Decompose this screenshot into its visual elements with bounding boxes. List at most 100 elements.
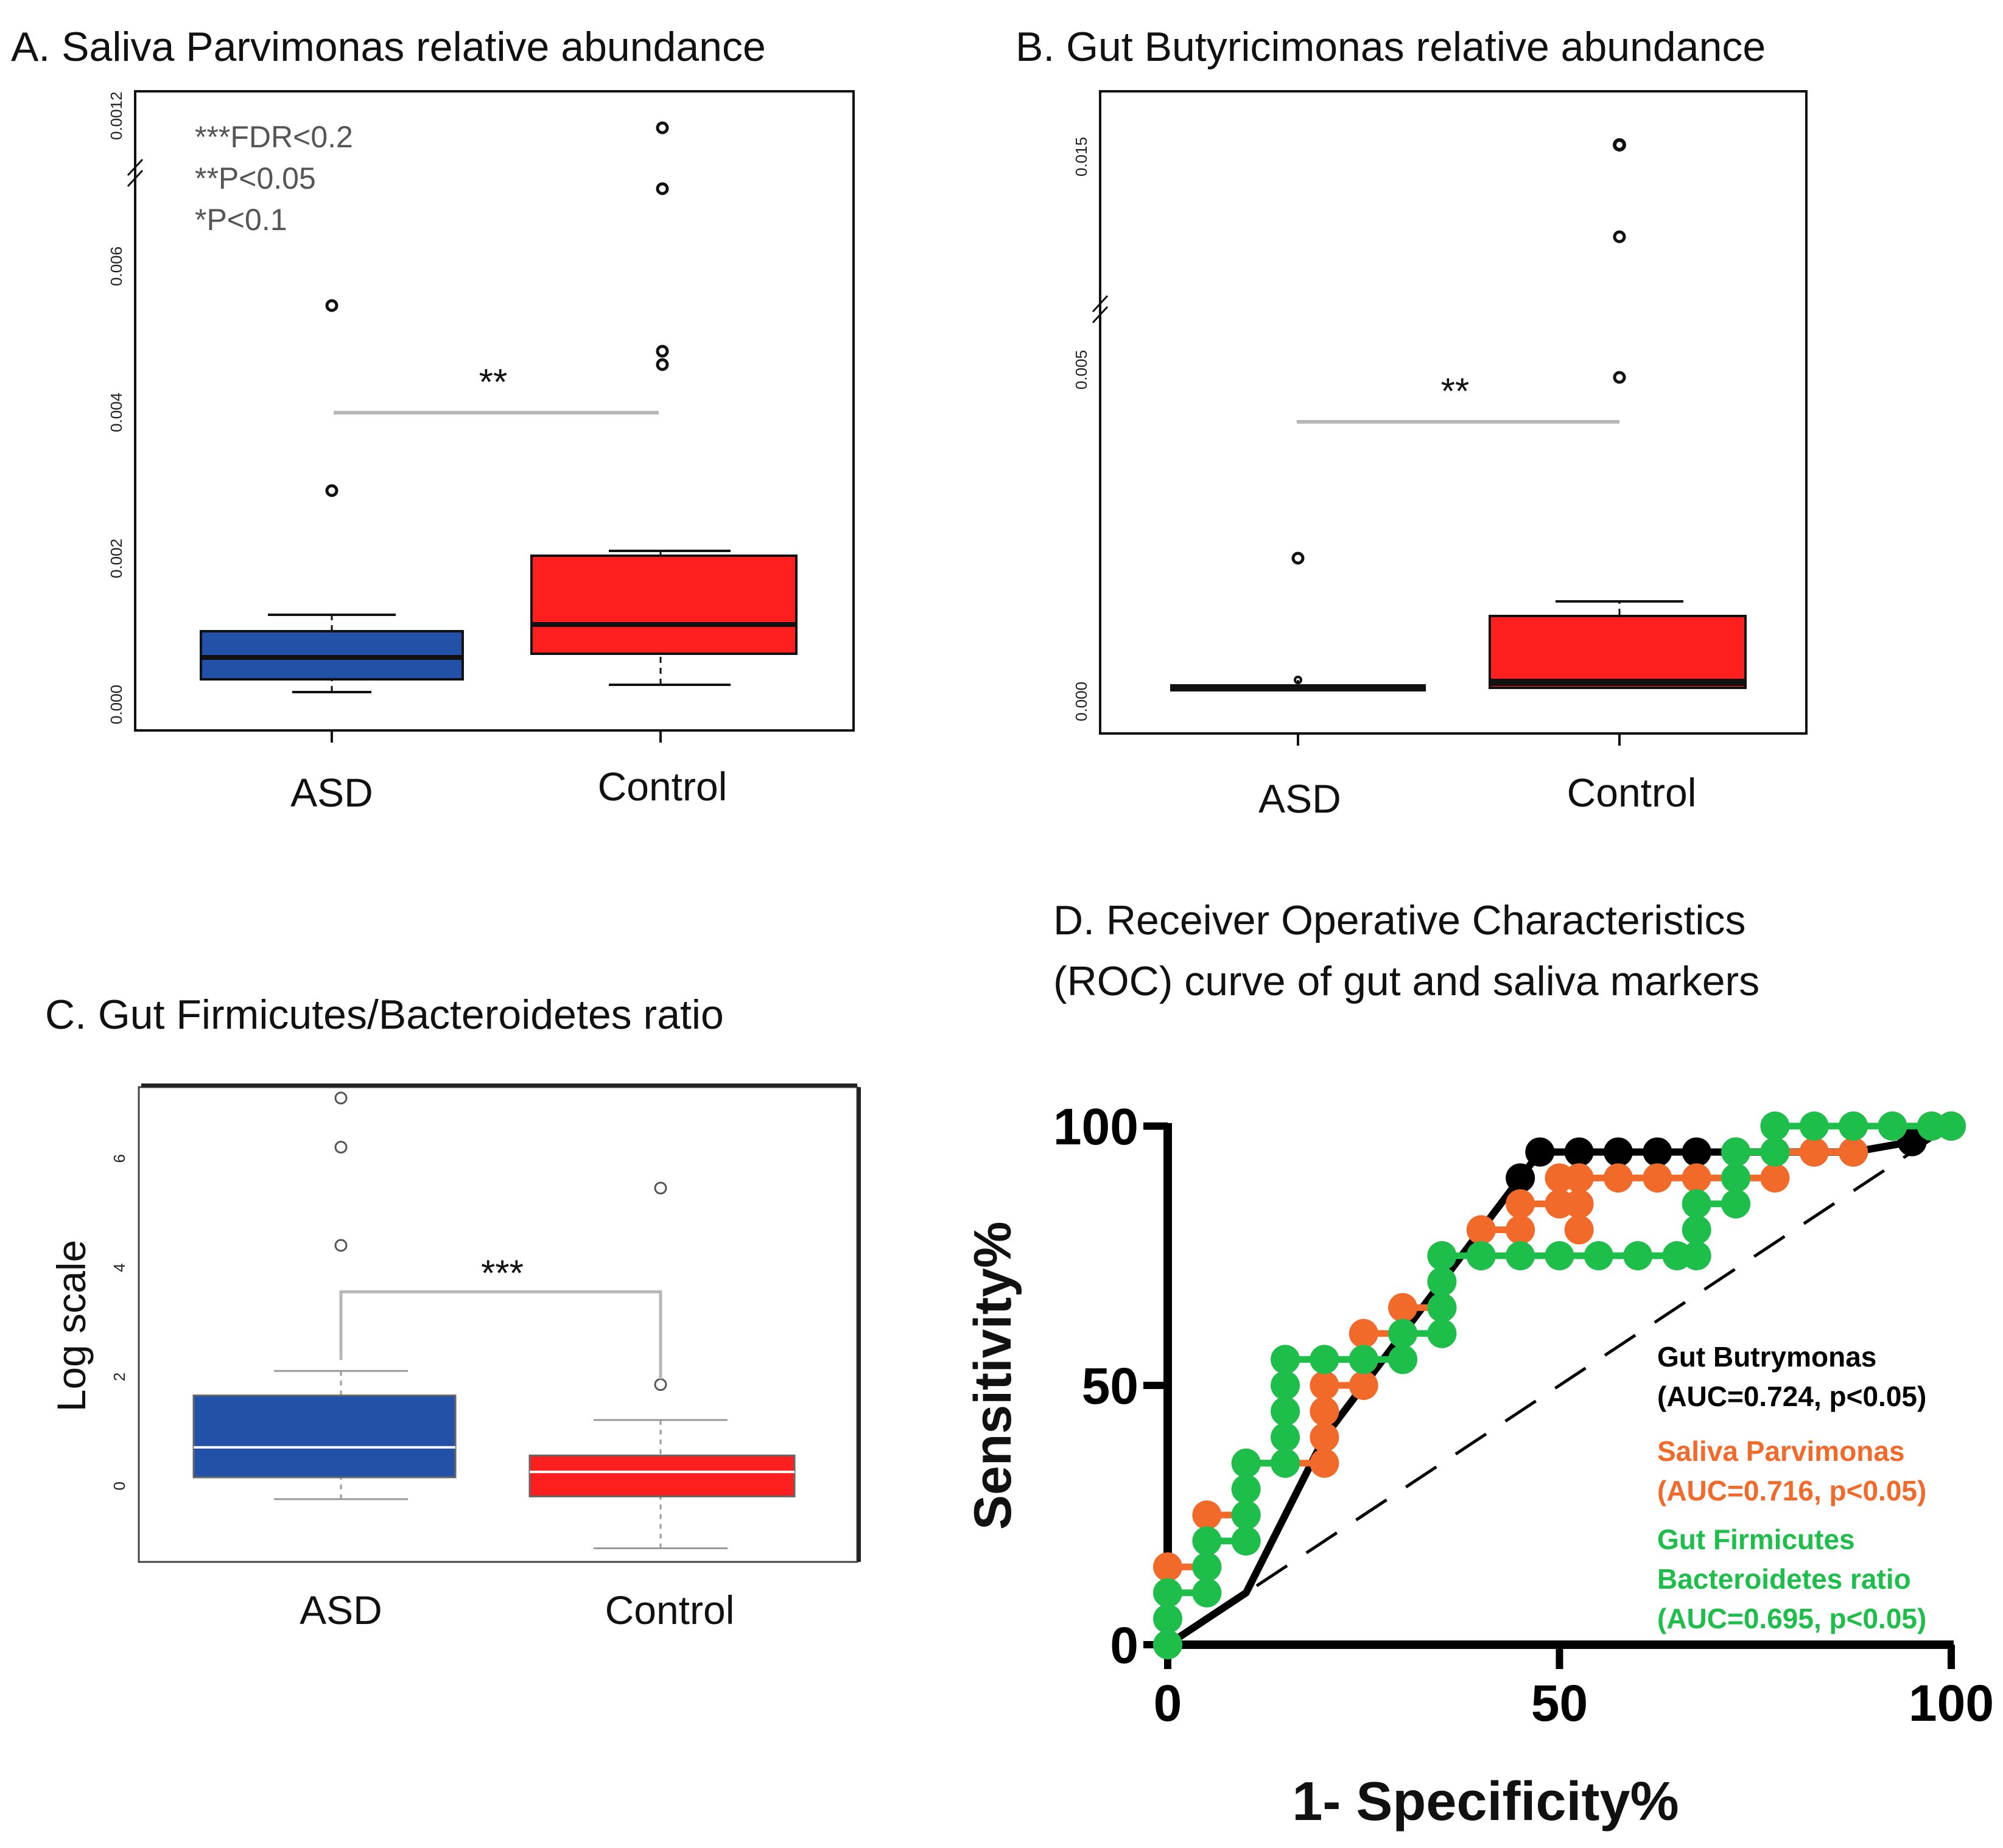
panel-c-outlier [334, 1239, 348, 1252]
panel-d-roc-point [1839, 1137, 1868, 1167]
panel-d-roc-point [1271, 1423, 1300, 1452]
panel-a-axis-break [127, 158, 144, 187]
panel-b-xlabel-control: Control [1567, 770, 1697, 815]
panel-d-roc-point [1937, 1111, 1966, 1141]
panel-d-roc-point [1682, 1163, 1711, 1193]
panel-d-roc-point [1271, 1448, 1300, 1478]
panel-a-ytick-label: 0.006 [107, 247, 125, 286]
panel-d-title-line2: (ROC) curve of gut and saliva markers [1053, 958, 1759, 1004]
panel-c-yticks: 0 2 4 6 [110, 1154, 128, 1490]
panel-a: A. Saliva Parvimonas relative abundance … [11, 24, 855, 815]
panel-d-roc-point [1349, 1345, 1378, 1374]
panel-a-legend-line: *P<0.1 [195, 203, 287, 237]
panel-d-legend-butyricimonas-line2: (AUC=0.724, p<0.05) [1657, 1381, 1926, 1412]
panel-a-box-control [530, 121, 798, 686]
panel-c-title: C. Gut Firmicutes/Bacteroidetes ratio [45, 992, 724, 1038]
panel-d-roc-point [1153, 1552, 1182, 1582]
panel-d-roc-point [1584, 1241, 1613, 1270]
panel-d-roc-point [1231, 1500, 1261, 1530]
panel-b-control-outlier [1613, 138, 1626, 152]
panel-d-roc-point [1897, 1127, 1927, 1157]
panel-d-roc-point [1721, 1163, 1751, 1193]
panel-c-outlier [334, 1141, 348, 1154]
panel-a-legend-line: ***FDR<0.2 [195, 120, 353, 154]
panel-d-roc-point [1271, 1345, 1300, 1374]
panel-d-roc-point [1682, 1189, 1711, 1219]
panel-d-roc-point [1192, 1552, 1222, 1582]
panel-d-roc-point [1682, 1215, 1711, 1245]
panel-d-roc-point [1192, 1526, 1222, 1556]
panel-d-roc-point [1427, 1318, 1457, 1348]
panel-d-legend-firmicutes-line3: (AUC=0.695, p<0.05) [1657, 1603, 1926, 1634]
panel-d-roc-point [1310, 1371, 1339, 1400]
panel-d-roc-point [1682, 1241, 1711, 1270]
panel-b-control-outlier [1613, 230, 1626, 243]
panel-d-xtick-label: 50 [1531, 1675, 1588, 1732]
panel-a-xlabel-asd: ASD [290, 770, 373, 815]
panel-d-roc-point [1643, 1137, 1672, 1167]
panel-d-roc-point [1643, 1163, 1672, 1193]
panel-d-roc-point [1878, 1111, 1907, 1141]
panel-b-title: B. Gut Butyricimonas relative abundance [1016, 24, 1766, 70]
panel-a-control-box [530, 555, 798, 655]
panel-d-roc-point [1525, 1137, 1555, 1167]
panel-c-ylabel: Log scale [49, 1240, 94, 1412]
panel-d-roc-point [1349, 1318, 1378, 1348]
panel-d-roc-point [1604, 1163, 1633, 1193]
panel-d-roc-point [1153, 1604, 1182, 1634]
panel-d-roc-point [1564, 1163, 1594, 1193]
panel-d-roc-point [1506, 1241, 1535, 1270]
panel-d-roc-point [1271, 1371, 1300, 1400]
panel-d-roc-point [1545, 1241, 1574, 1270]
panel-d-roc-point [1760, 1111, 1790, 1141]
panel-d-roc-point [1721, 1137, 1751, 1167]
panel-d-roc-point [1506, 1189, 1535, 1219]
panel-d-ylabel: Sensitivity% [964, 1222, 1022, 1530]
panel-a-legend-line: **P<0.05 [195, 161, 316, 195]
panel-b-ytick-label: 0.000 [1072, 682, 1090, 721]
panel-b-ytick-label: 0.005 [1072, 350, 1090, 390]
panel-a-title: A. Saliva Parvimonas relative abundance [11, 24, 766, 70]
panel-d-roc-point [1506, 1215, 1535, 1245]
panel-d-roc-point [1310, 1345, 1339, 1374]
panel-d-roc-point [1231, 1474, 1261, 1504]
panel-c-significance-stars: *** [481, 1253, 524, 1293]
panel-d-roc-point [1564, 1189, 1594, 1219]
panel-d-roc-point [1310, 1396, 1339, 1426]
panel-a-box-asd [200, 299, 464, 693]
panel-d-roc-point [1427, 1241, 1457, 1270]
panel-d-roc-point [1760, 1137, 1790, 1167]
panel-d-legend-firmicutes-line2: Bacteroidetes ratio [1657, 1563, 1911, 1595]
panel-a-xlabel-control: Control [598, 764, 728, 809]
panel-d-roc-point [1506, 1163, 1535, 1193]
panel-d-roc-point [1192, 1578, 1222, 1608]
panel-b-xlabel-asd: ASD [1258, 776, 1341, 821]
panel-c-xlabel-asd: ASD [300, 1587, 382, 1633]
panel-a-significance-stars: ** [479, 362, 508, 402]
panel-a-control-outlier [656, 121, 669, 135]
panel-c-outlier [654, 1181, 667, 1195]
panel-d-xtick-label: 100 [1909, 1675, 1994, 1732]
panel-d-roc-point [1427, 1293, 1457, 1323]
panel-d-roc-point [1153, 1630, 1182, 1659]
panel-c-xlabel-control: Control [605, 1587, 735, 1633]
panel-b: B. Gut Butyricimonas relative abundance … [1016, 24, 1808, 821]
panel-d-roc-point [1192, 1500, 1222, 1530]
panel-d-roc-point [1839, 1111, 1868, 1141]
panel-b-axis-break [1092, 295, 1109, 324]
panel-d-diagonal [1205, 1135, 1937, 1620]
panel-c-outlier [334, 1091, 348, 1105]
panel-a-control-outlier [656, 345, 669, 358]
panel-a-asd-outlier [325, 484, 339, 497]
panel-d-roc-point [1388, 1345, 1418, 1374]
panel-b-significance-stars: ** [1441, 371, 1470, 411]
panel-a-ytick-label: 0.002 [107, 539, 125, 578]
panel-d-roc-point [1310, 1448, 1339, 1478]
panel-d-roc-point [1231, 1526, 1261, 1556]
panel-d-xtick-label: 0 [1154, 1675, 1182, 1732]
panel-c-ytick-label: 2 [110, 1373, 128, 1381]
panel-a-ytick-label: 0.000 [107, 685, 125, 724]
panel-c-ytick-label: 0 [110, 1482, 128, 1490]
panel-d-roc-point [1388, 1318, 1418, 1348]
panel-d-roc-point [1349, 1371, 1378, 1400]
